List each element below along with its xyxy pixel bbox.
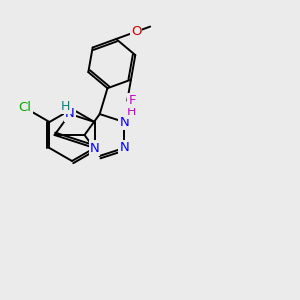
Text: H: H <box>127 105 136 118</box>
Text: N: N <box>119 141 129 154</box>
Text: N: N <box>65 107 75 121</box>
Text: N: N <box>90 142 99 154</box>
Text: methoxy: methoxy <box>152 25 158 27</box>
Text: H: H <box>60 100 70 113</box>
Text: N: N <box>119 116 129 129</box>
Text: F: F <box>128 94 136 107</box>
Text: Cl: Cl <box>19 101 32 114</box>
Text: O: O <box>131 25 141 38</box>
